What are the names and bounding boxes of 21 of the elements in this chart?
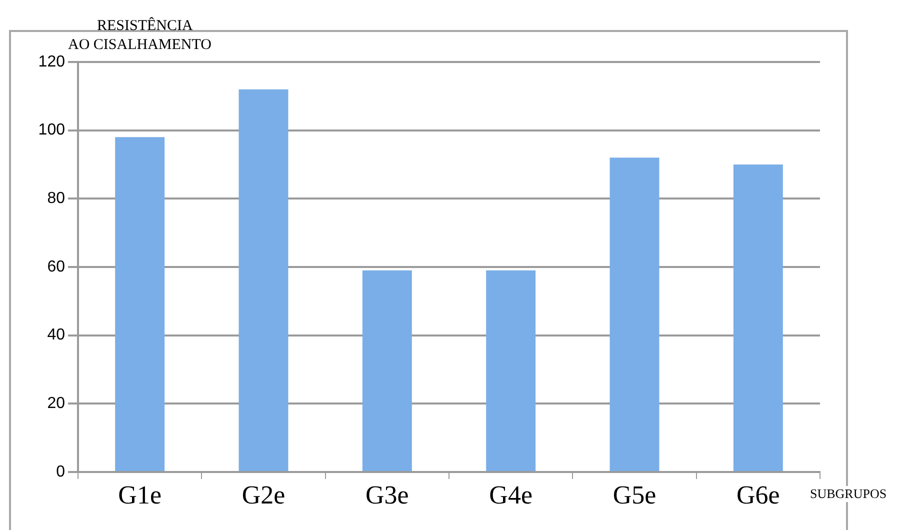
y-tick-label: 80 (47, 190, 66, 208)
x-tick-label: G6e (736, 480, 780, 510)
bar (610, 158, 660, 471)
y-tick-label: 0 (56, 463, 66, 480)
bar (362, 270, 412, 471)
y-tick-label: 20 (47, 395, 66, 412)
y-axis-title: RESISTÊNCIA AO CISALHAMENTO (68, 17, 212, 55)
x-tick-label: G4e (489, 480, 532, 510)
bar (733, 164, 783, 471)
y-tick-label: 100 (38, 122, 66, 139)
bar (486, 270, 536, 471)
y-tick-label: 120 (38, 53, 66, 70)
y-tick-label: 40 (47, 326, 66, 344)
x-axis-title: SUBGRUPOS (810, 486, 887, 502)
x-tick-label: G3e (366, 480, 409, 510)
y-tick-label: 60 (47, 258, 66, 276)
x-tick-label: G1e (118, 480, 162, 510)
bar (238, 89, 288, 471)
x-tick-label: G2e (242, 480, 286, 510)
x-tick-label: G5e (612, 480, 656, 510)
bar (115, 137, 165, 471)
